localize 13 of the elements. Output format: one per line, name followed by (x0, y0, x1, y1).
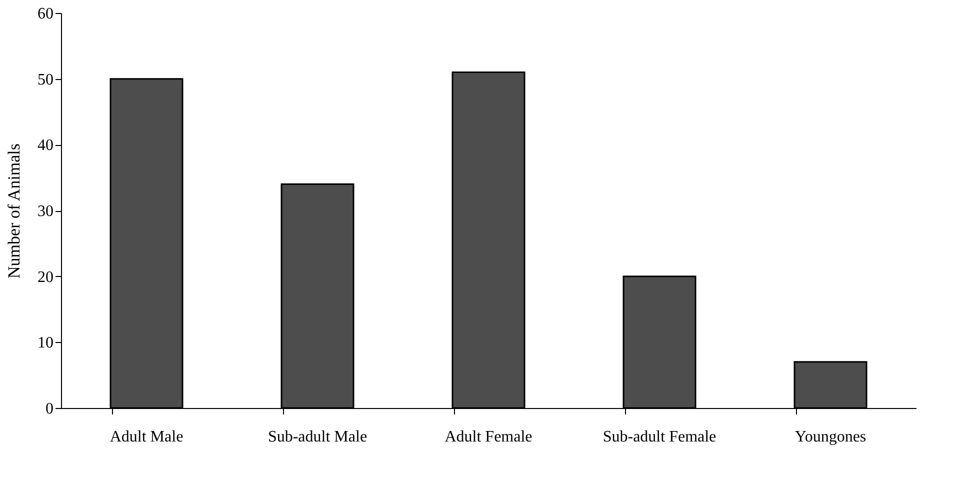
y-tick-label: 20 (38, 268, 54, 286)
y-tick-label: 0 (46, 400, 54, 418)
x-tick-label: Adult Male (110, 428, 184, 446)
x-tick-label: Sub-adult Female (602, 428, 716, 446)
y-tick-label: 10 (38, 334, 54, 352)
y-tick-label: 30 (38, 203, 54, 220)
y-tick-label: 40 (38, 137, 54, 154)
y-axis-title: Number of Animals (4, 143, 24, 279)
x-tick-label: Sub-adult Male (268, 428, 368, 446)
y-tick-label: 60 (38, 6, 54, 22)
x-tick-label: Youngones (794, 428, 866, 446)
x-tick-label: Adult Female (444, 428, 532, 446)
y-tick-label: 50 (38, 71, 54, 88)
